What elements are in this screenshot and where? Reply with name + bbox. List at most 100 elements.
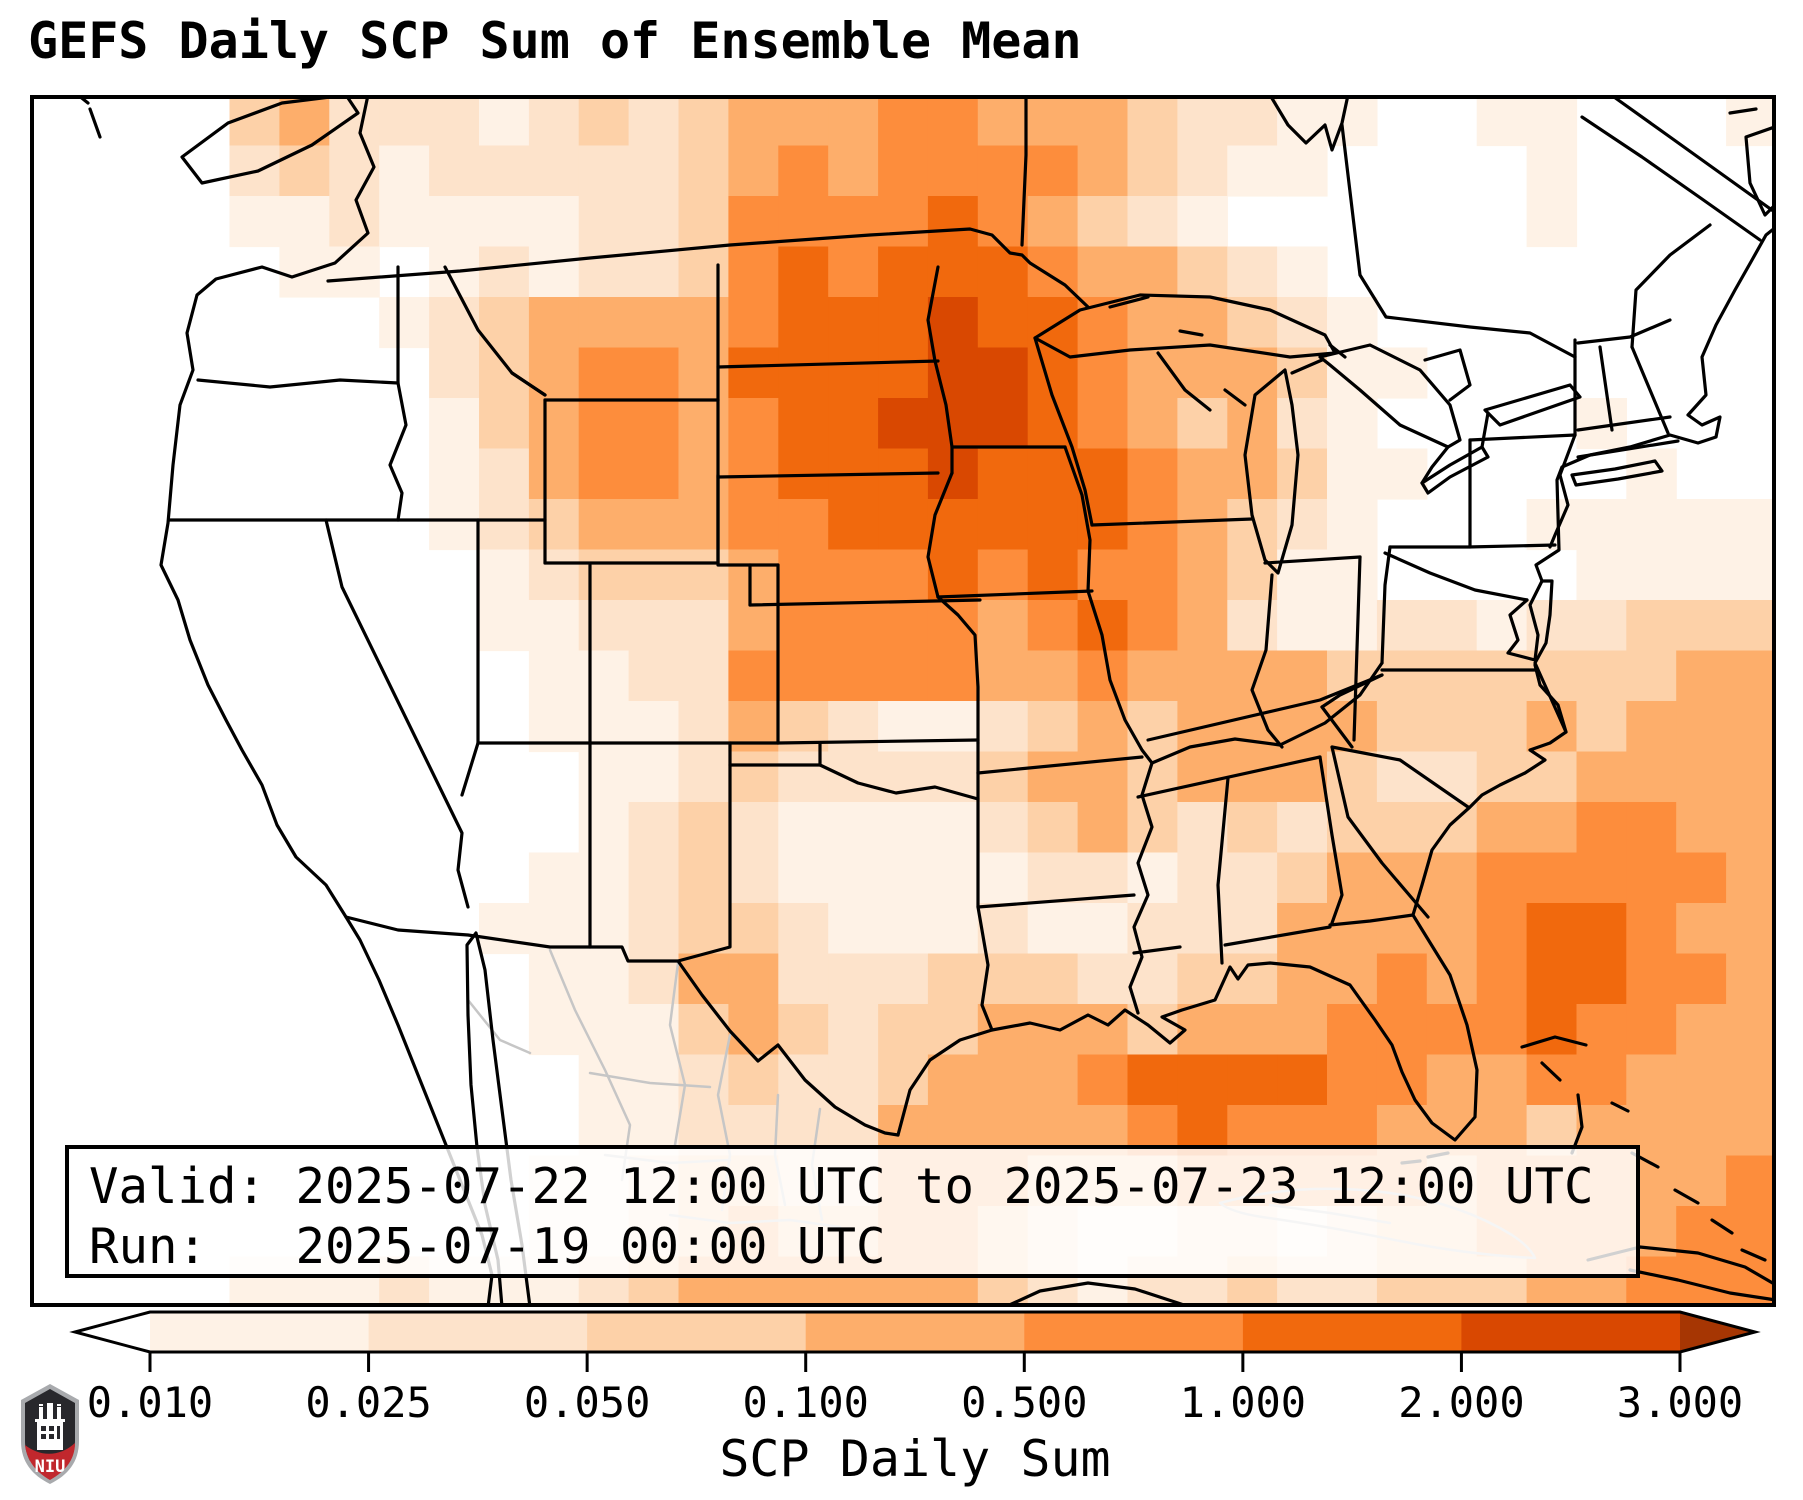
heatmap-cell [1227,953,1278,1005]
heatmap-cell [678,145,729,197]
heatmap-cell [429,448,480,500]
heatmap-cell [1726,549,1776,601]
heatmap-cell [977,145,1029,197]
heatmap-cell [528,398,580,450]
heatmap-cell [1376,953,1428,1005]
niu-logo-text: NIU [35,1457,66,1477]
heatmap-cell [1077,246,1129,298]
heatmap-cell [778,398,829,450]
heatmap-cell [628,600,680,652]
heatmap-cell [1227,1004,1278,1056]
heatmap-cell [927,953,979,1005]
heatmap-cell [1676,1155,1727,1207]
colorbar-segment [587,1312,807,1352]
heatmap-cell [1726,650,1776,702]
heatmap-cell [927,802,979,854]
heatmap-cell [1277,398,1328,450]
heatmap-cell [1027,953,1079,1005]
heatmap-cell [1327,448,1378,500]
heatmap-cell [1676,1054,1727,1106]
heatmap-cell [528,600,580,652]
heatmap-cell [429,347,480,399]
heatmap-cell [728,650,779,702]
heatmap-cell [1626,751,1677,803]
heatmap-cell [1077,802,1129,854]
heatmap-cell [1626,903,1677,955]
heatmap-cell [778,246,829,298]
heatmap-cell [778,903,829,955]
heatmap-cell [1227,145,1278,197]
heatmap-cell [628,802,680,854]
heatmap-cell [1376,903,1428,955]
heatmap-cell [678,499,729,551]
heatmap-cell [1177,751,1228,803]
heatmap-cell [1576,499,1627,551]
heatmap-cell [1177,448,1228,500]
heatmap-cell [1177,95,1228,147]
heatmap-cell [977,852,1029,904]
heatmap-cell [1227,852,1278,904]
heatmap-cell [329,95,380,147]
heatmap-cell [1027,95,1079,147]
heatmap-cell [828,246,879,298]
heatmap-cell [528,1004,580,1056]
heatmap-cell [828,297,879,349]
heatmap-cell [628,852,680,904]
heatmap-cell [578,448,630,500]
heatmap-cell [828,953,879,1005]
state-borders [76,95,1776,1307]
heatmap-cell [1127,196,1178,248]
heatmap-cell [1376,347,1428,399]
heatmap-cell [678,347,729,399]
heatmap-cell [927,95,979,147]
heatmap-cell [878,499,929,551]
heatmap-cell [927,1004,979,1056]
heatmap-cell [1376,1004,1428,1056]
heatmap-cell [878,953,929,1005]
heatmap-cell [828,95,879,147]
niu-shield-red [25,1443,75,1480]
heatmap-cell [628,650,680,702]
heatmap-cell [479,903,530,955]
heatmap-cell [1127,95,1178,147]
heatmap-cell [528,246,580,298]
heatmap-cell [479,95,530,147]
heatmap-cell [927,903,979,955]
heatmap-cell [628,751,680,803]
heatmap-cell [528,95,580,147]
heatmap-cell [728,953,779,1005]
heatmap-cell [828,600,879,652]
heatmap-cell [1277,802,1328,854]
heatmap-cell [728,297,779,349]
heatmap-cell [1277,549,1328,601]
heatmap-cell [1177,549,1228,601]
heatmap-cell [977,499,1029,551]
heatmap-cell [1177,499,1228,551]
heatmap-cell [479,549,530,601]
heatmap-cell [479,600,530,652]
heatmap-cell [1726,852,1776,904]
heatmap-cell [728,499,779,551]
heatmap-cell [1376,650,1428,702]
heatmap-cell [1626,499,1677,551]
heatmap-cell [1077,95,1129,147]
heatmap-cell [678,246,729,298]
heatmap-cell [1726,1206,1776,1258]
colorbar-segments [75,1312,1755,1352]
heatmap-cell [828,701,879,753]
heatmap-cell [1127,549,1178,601]
heatmap-cell [1127,1054,1178,1106]
heatmap-cell [1277,852,1328,904]
heatmap-cell [927,499,979,551]
heatmap-cell [1526,953,1578,1005]
heatmap-cell [778,145,829,197]
heatmap-cell [1227,347,1278,399]
heatmap-cell [1277,650,1328,702]
heatmap-cell [678,398,729,450]
heatmap-cell [1127,448,1178,500]
heatmap-cell [1426,903,1478,955]
heatmap-cell [678,600,729,652]
heatmap-cell [1676,650,1727,702]
heatmap-cell [728,1004,779,1056]
heatmap-cell [329,246,380,298]
